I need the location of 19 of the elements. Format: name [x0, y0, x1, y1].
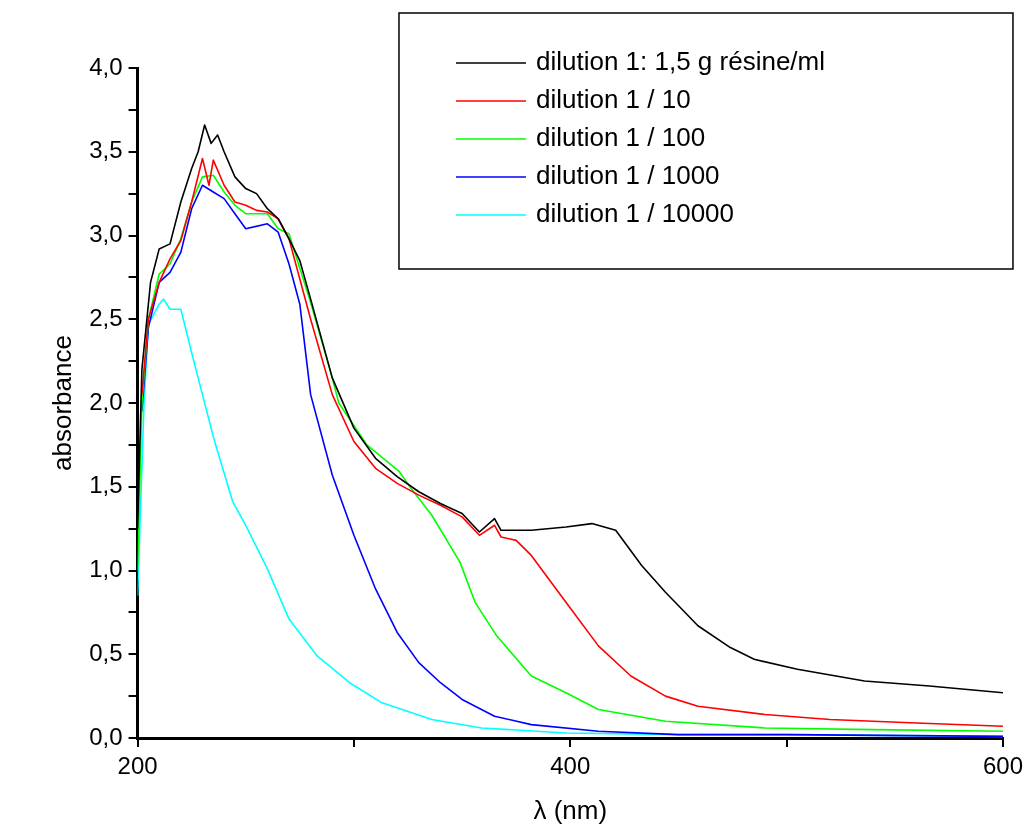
x-axis-title: λ (nm) [533, 794, 608, 825]
y-tick-label: 2,5 [89, 303, 123, 331]
legend-label: dilution 1 / 10000 [535, 198, 735, 229]
y-tick-label: 3,0 [89, 220, 123, 248]
y-tick-label: 4,0 [89, 52, 123, 80]
legend-label: dilution 1 / 100 [535, 122, 706, 153]
y-tick-label: 3,5 [89, 136, 123, 164]
x-tick-label: 200 [117, 752, 158, 780]
y-tick-label: 1,0 [89, 555, 123, 583]
y-tick-label: 1,5 [89, 471, 123, 499]
x-tick-label: 400 [550, 752, 591, 780]
legend-label: dilution 1 / 1000 [535, 160, 720, 191]
legend-label: dilution 1: 1,5 g résine/ml [535, 46, 826, 77]
y-tick-label: 2,0 [89, 387, 123, 415]
x-tick-label: 600 [982, 752, 1023, 780]
y-tick-label: 0,0 [89, 722, 123, 750]
legend-label: dilution 1 / 10 [535, 84, 691, 115]
y-tick-label: 0,5 [89, 638, 123, 666]
y-axis-title: absorbance [46, 335, 77, 471]
